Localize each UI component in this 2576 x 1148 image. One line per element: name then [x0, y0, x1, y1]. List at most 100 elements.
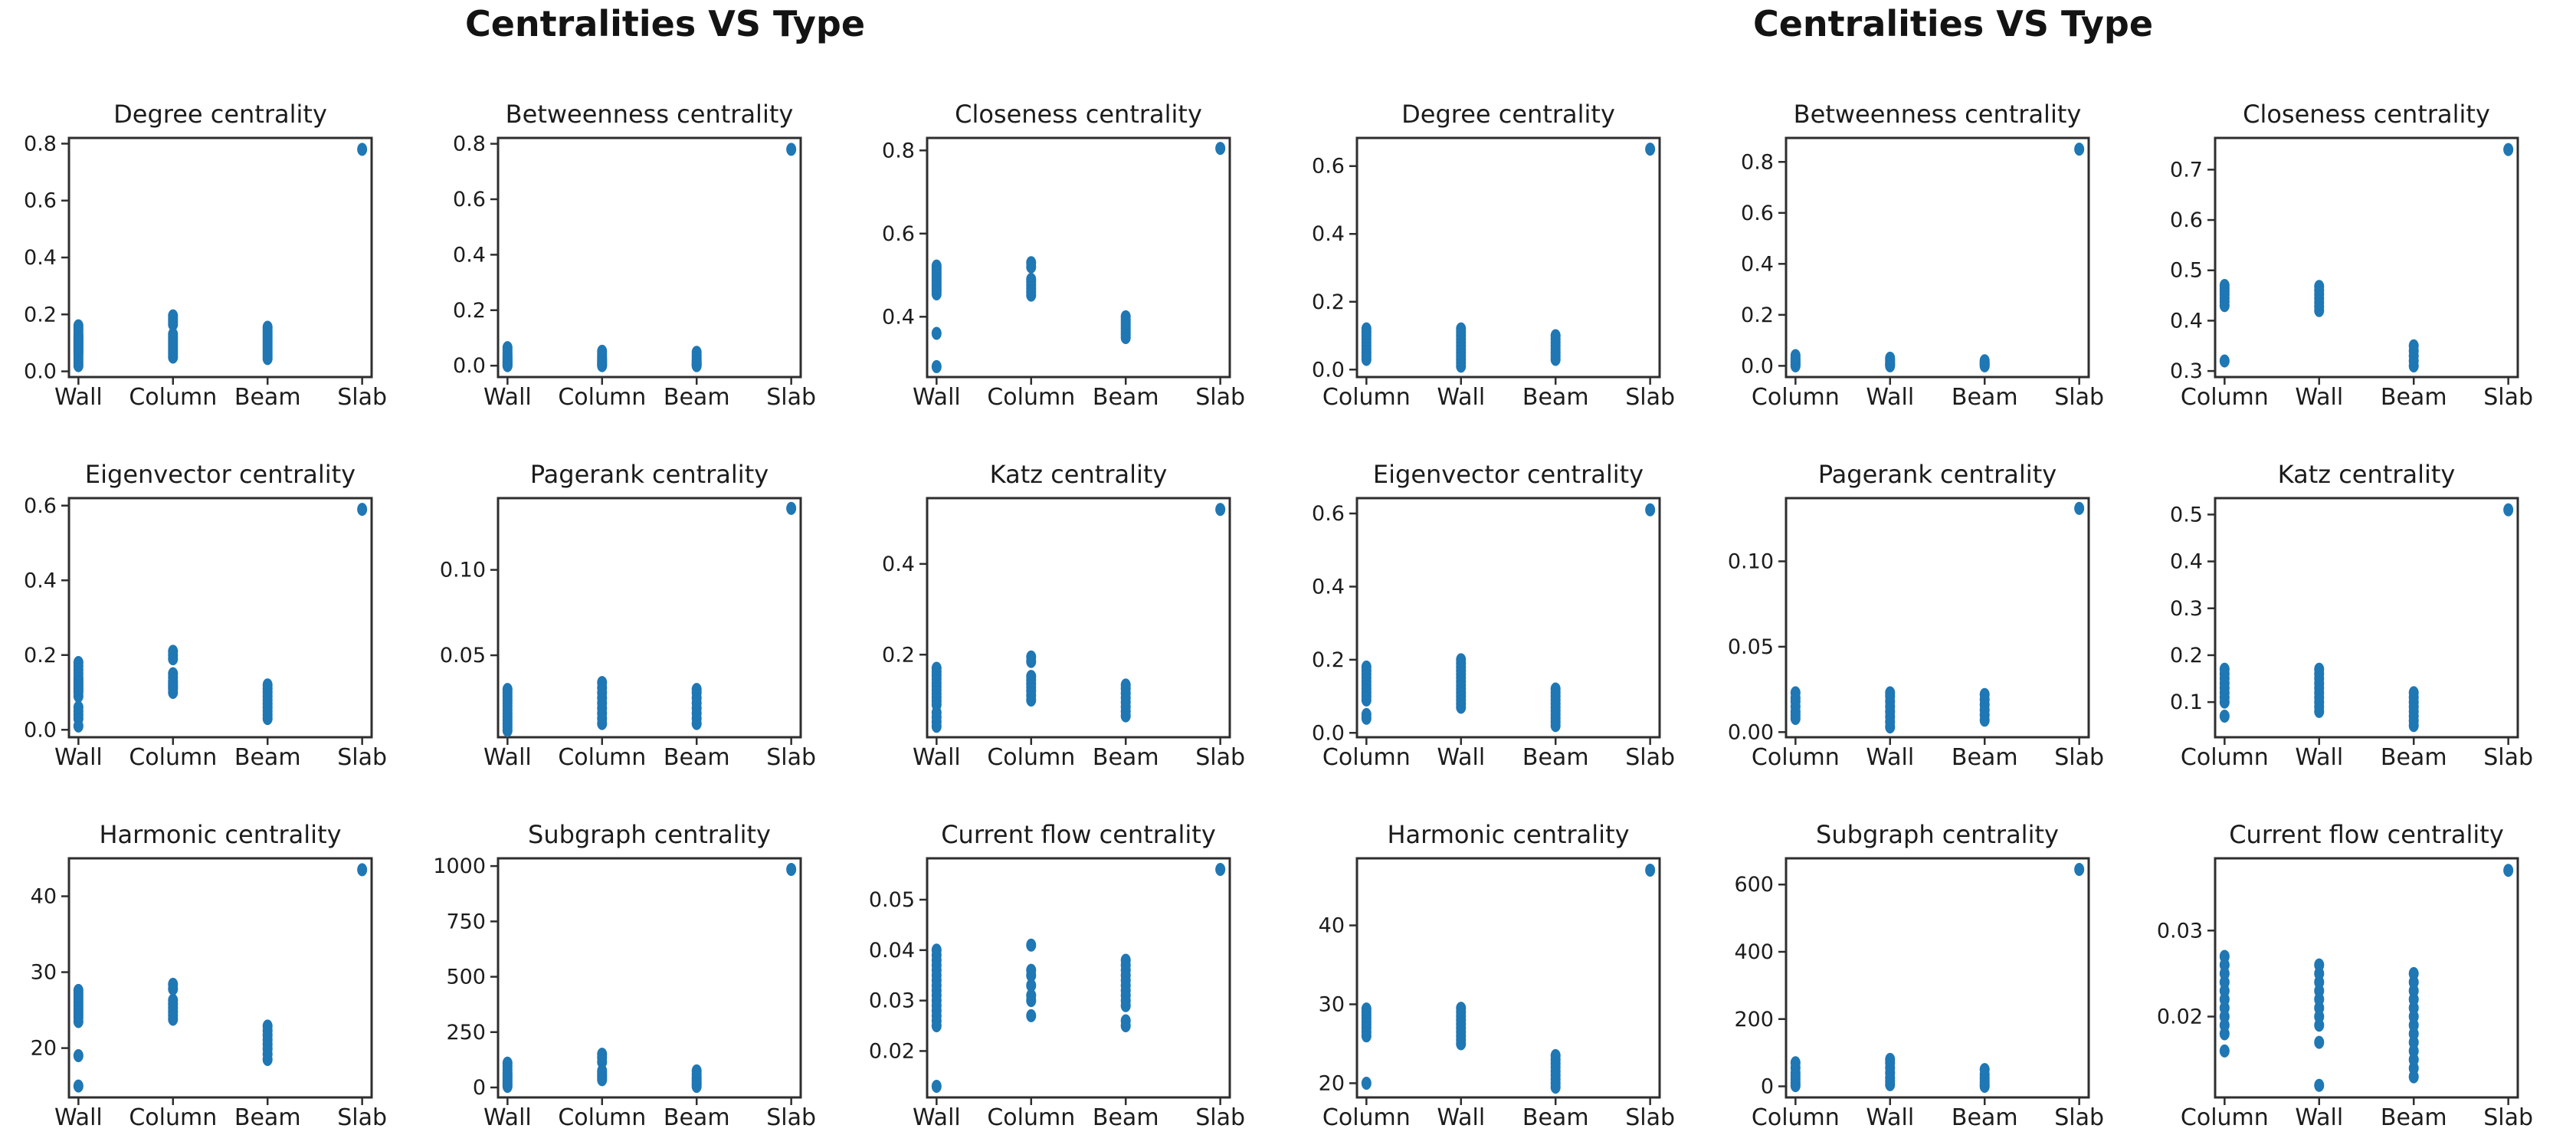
- y-tick-label: 0.00: [1728, 720, 1774, 744]
- subplot-title: Closeness centrality: [955, 100, 1202, 129]
- x-tick-label: Column: [1322, 1104, 1411, 1131]
- x-axis-ticks: Wall Column Beam Slab: [54, 1097, 387, 1131]
- subplot-subgraph-centrality-1: Subgraph centrality 0 200 400 600 Column Wall B…: [1734, 820, 2104, 1131]
- x-tick-label: Wall: [1437, 384, 1485, 411]
- x-tick-label: Beam: [2381, 1104, 2447, 1131]
- data-point: [2314, 1035, 2325, 1049]
- x-tick-label: Beam: [664, 384, 730, 411]
- data-point: [2503, 143, 2514, 156]
- y-axis-ticks: 0.05 0.10: [440, 559, 498, 667]
- subplot-title: Subgraph centrality: [528, 820, 771, 849]
- data-point: [1026, 979, 1037, 992]
- y-tick-label: 0.0: [1312, 358, 1345, 382]
- data-point: [73, 1049, 84, 1063]
- data-point: [1979, 1063, 1990, 1077]
- y-tick-label: 0.8: [453, 133, 486, 156]
- x-tick-label: Wall: [913, 384, 961, 411]
- y-tick-label: 1000: [433, 854, 486, 878]
- y-tick-label: 0.0: [1741, 354, 1774, 378]
- data-point: [1885, 686, 1896, 700]
- y-tick-label: 0.6: [1312, 502, 1345, 526]
- axes-box: [2214, 497, 2519, 739]
- y-tick-label: 0.2: [1312, 290, 1345, 314]
- y-tick-label: 40: [31, 885, 57, 909]
- axes-box: [1355, 136, 1661, 379]
- subplot-title: Closeness centrality: [2243, 100, 2490, 129]
- data-points: [2219, 864, 2514, 1092]
- axes-box: [1355, 857, 1661, 1099]
- data-point: [2219, 950, 2230, 963]
- x-tick-label: Beam: [664, 744, 730, 771]
- y-tick-label: 0.2: [453, 299, 486, 323]
- y-tick-label: 0.02: [2157, 1005, 2203, 1029]
- subplot-title: Harmonic centrality: [1387, 820, 1629, 849]
- data-point: [1456, 1002, 1467, 1015]
- data-points: [2219, 143, 2514, 373]
- data-point: [1790, 349, 1801, 362]
- x-tick-label: Wall: [2295, 744, 2343, 771]
- subplot-harmonic-centrality-1: Harmonic centrality 20 30 40 Column Wall Beam S…: [1319, 820, 1675, 1131]
- axes-box: [1785, 136, 2090, 379]
- y-tick-label: 0.6: [24, 189, 57, 213]
- x-axis-ticks: Wall Column Beam Slab: [913, 737, 1245, 771]
- data-point: [1645, 863, 1656, 877]
- subplot-degree-centrality-1: Degree centrality 0.0 0.2 0.4 0.6 Column Wall B…: [1312, 100, 1675, 411]
- data-point: [357, 143, 368, 156]
- data-point: [1026, 1009, 1037, 1022]
- x-axis-ticks: Column Wall Beam Slab: [1322, 377, 1675, 411]
- subplot-betweenness-centrality-0: Betweenness centrality 0.0 0.2 0.4 0.6 0.8 Wal…: [453, 100, 816, 411]
- data-point: [2074, 501, 2085, 515]
- subplot-pagerank-centrality-0: Pagerank centrality 0.05 0.10 Wall Column Bea…: [440, 460, 816, 771]
- data-points: [931, 142, 1226, 373]
- data-point: [2074, 862, 2085, 876]
- x-tick-label: Slab: [2483, 384, 2533, 411]
- data-point: [1550, 1048, 1561, 1062]
- y-tick-label: 400: [1734, 940, 1774, 964]
- y-tick-label: 0.0: [453, 354, 486, 378]
- axes-box: [926, 497, 1231, 739]
- data-point: [73, 319, 84, 333]
- y-tick-label: 0.6: [453, 188, 486, 212]
- x-tick-label: Beam: [1522, 1104, 1589, 1131]
- y-tick-label: 0.4: [1312, 222, 1345, 246]
- x-tick-label: Column: [558, 1104, 646, 1131]
- data-points: [502, 862, 797, 1094]
- y-tick-label: 0.05: [440, 644, 486, 667]
- data-point: [2503, 864, 2514, 877]
- data-point: [1120, 678, 1131, 692]
- y-tick-label: 20: [31, 1037, 57, 1061]
- data-point: [1361, 660, 1372, 674]
- x-tick-label: Wall: [1437, 744, 1485, 771]
- data-points: [1361, 503, 1656, 733]
- subplot-eigenvector-centrality-1: Eigenvector centrality 0.0 0.2 0.4 0.6 Column…: [1312, 460, 1675, 771]
- data-point: [168, 309, 179, 323]
- data-point: [2314, 1078, 2325, 1092]
- y-tick-label: 0.0: [1312, 721, 1345, 745]
- x-tick-label: Column: [1322, 384, 1411, 411]
- subplot-title: Betweenness centrality: [506, 100, 794, 129]
- data-point: [357, 863, 368, 877]
- y-tick-label: 0.2: [882, 643, 915, 667]
- y-tick-label: 0.4: [24, 569, 57, 592]
- y-tick-label: 0.6: [1312, 155, 1345, 179]
- y-tick-label: 0.0: [24, 360, 57, 384]
- axes-box: [1785, 497, 2090, 739]
- y-tick-label: 0: [1761, 1075, 1774, 1099]
- y-tick-label: 0.2: [1741, 303, 1774, 327]
- y-tick-label: 600: [1734, 873, 1774, 897]
- subplot-title: Current flow centrality: [2229, 820, 2504, 849]
- x-tick-label: Slab: [1625, 744, 1675, 771]
- x-tick-label: Beam: [1093, 1104, 1159, 1131]
- x-tick-label: Slab: [2483, 744, 2533, 771]
- x-tick-label: Beam: [234, 1104, 301, 1131]
- subplot-title: Eigenvector centrality: [1373, 460, 1644, 489]
- y-axis-ticks: 20 30 40: [31, 885, 69, 1061]
- y-tick-label: 200: [1734, 1008, 1774, 1032]
- subplot-title: Current flow centrality: [941, 820, 1216, 849]
- y-tick-label: 500: [446, 966, 486, 989]
- data-points: [931, 503, 1226, 733]
- x-tick-label: Wall: [483, 1104, 532, 1131]
- axes-box: [926, 136, 1231, 379]
- x-tick-label: Slab: [1625, 384, 1675, 411]
